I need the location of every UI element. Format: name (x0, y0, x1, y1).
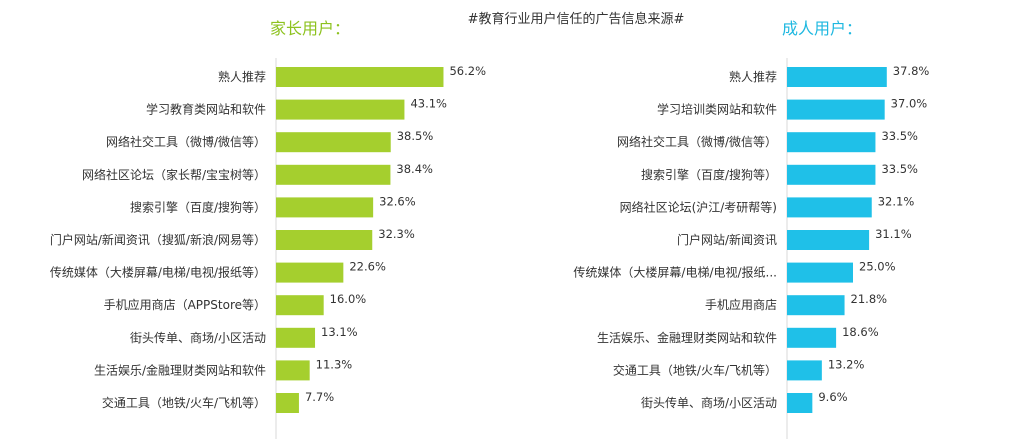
adult-value-label-3: 33.5% (881, 162, 918, 176)
parent-bar-10 (276, 393, 299, 413)
adult-bar-10 (787, 393, 813, 413)
parent-bar-2 (276, 132, 391, 153)
adult-category-label-8: 生活娱乐、金融理财类网站和软件 (597, 330, 777, 345)
parent-bar-9 (276, 360, 310, 381)
adult-value-label-5: 31.1% (875, 227, 912, 241)
adult-category-label-1: 学习培训类网站和软件 (657, 102, 777, 117)
parent-value-label-0: 56.2% (449, 64, 486, 78)
adult-category-label-3: 搜索引擎（百度/搜狗等） (641, 167, 777, 182)
adult-value-label-0: 37.8% (893, 64, 930, 78)
parent-value-label-9: 11.3% (316, 357, 353, 371)
adult-value-label-1: 37.0% (891, 97, 928, 111)
parent-bar-7 (276, 295, 324, 316)
adult-value-label-9: 13.2% (828, 357, 865, 371)
adult-bar-9 (787, 360, 822, 381)
adult-category-label-9: 交通工具（地铁/火车/飞机等） (613, 362, 777, 377)
adult-category-label-7: 手机应用商店 (705, 297, 777, 312)
adult-bar-3 (787, 164, 876, 185)
parent-value-label-7: 16.0% (330, 292, 367, 306)
adult-bar-5 (787, 230, 870, 250)
parent-category-label-9: 生活娱乐/金融理财类网站和软件 (94, 362, 266, 377)
adult-value-label-10: 9.6% (818, 390, 847, 404)
parent-bar-8 (276, 327, 316, 348)
adult-bar-4 (787, 197, 872, 218)
adult-category-label-6: 传统媒体（大楼屏幕/电梯/电视/报纸... (573, 265, 777, 280)
adult-bar-6 (787, 262, 853, 283)
adult-bar-7 (787, 295, 845, 316)
parent-bar-6 (276, 262, 344, 283)
adult-category-label-4: 网络社区论坛(沪江/考研帮等) (620, 199, 777, 214)
parent-value-label-6: 22.6% (349, 260, 386, 274)
parent-category-label-7: 手机应用商店（APPStore等） (104, 297, 266, 312)
parent-value-label-8: 13.1% (321, 325, 358, 339)
parent-bar-3 (276, 164, 391, 185)
adult-category-label-10: 街头传单、商场/小区活动 (641, 395, 777, 410)
parent-category-label-1: 学习教育类网站和软件 (146, 102, 266, 117)
parent-category-label-2: 网络社交工具（微博/微信等） (106, 134, 266, 149)
parent-value-label-10: 7.7% (305, 390, 334, 404)
parent-bar-5 (276, 230, 373, 250)
parent-panel-title: 家长用户： (270, 19, 350, 38)
parent-category-label-3: 网络社区论坛（家长帮/宝宝树等） (82, 167, 266, 182)
adult-category-label-0: 熟人推荐 (729, 69, 777, 84)
parent-bar-4 (276, 197, 374, 218)
adult-users-panel: 成人用户： 熟人推荐 37.8% 学习培训类网站和软件 37.0% 网络社交工具（微博/微… (573, 19, 929, 439)
parent-category-label-6: 传统媒体（大楼屏幕/电梯/电视/报纸等） (50, 265, 266, 280)
parent-category-label-0: 熟人推荐 (218, 69, 266, 84)
adult-value-label-4: 32.1% (878, 194, 915, 208)
adult-bar-1 (787, 99, 885, 120)
parent-category-label-8: 街头传单、商场/小区活动 (130, 330, 266, 345)
adult-panel-title: 成人用户： (782, 19, 862, 38)
adult-bar-0 (787, 67, 887, 87)
adult-value-label-7: 21.8% (851, 292, 888, 306)
parent-value-label-5: 32.3% (378, 227, 415, 241)
adult-value-label-2: 33.5% (881, 129, 918, 143)
parent-category-label-4: 搜索引擎（百度/搜狗等） (130, 199, 266, 214)
parent-category-label-5: 门户网站/新闻资讯（搜狐/新浪/网易等） (50, 232, 266, 247)
parent-bar-1 (276, 99, 405, 120)
adult-value-label-8: 18.6% (842, 325, 879, 339)
adult-category-label-2: 网络社交工具（微博/微信等） (617, 134, 777, 149)
chart-title: #教育行业用户信任的广告信息来源# (468, 11, 685, 27)
adult-bar-2 (787, 132, 876, 153)
parent-value-label-4: 32.6% (379, 194, 416, 208)
adult-category-label-5: 门户网站/新闻资讯 (677, 232, 777, 247)
parent-value-label-2: 38.5% (397, 129, 434, 143)
parent-category-label-10: 交通工具（地铁/火车/飞机等） (102, 395, 266, 410)
parent-users-panel: 家长用户： 熟人推荐 56.2% 学习教育类网站和软件 43.1% 网络社交工具（微博/微… (50, 19, 486, 439)
adult-value-label-6: 25.0% (859, 260, 896, 274)
adult-bar-8 (787, 327, 837, 348)
parent-value-label-3: 38.4% (396, 162, 433, 176)
parent-value-label-1: 43.1% (410, 97, 447, 111)
parent-bar-0 (276, 67, 444, 87)
